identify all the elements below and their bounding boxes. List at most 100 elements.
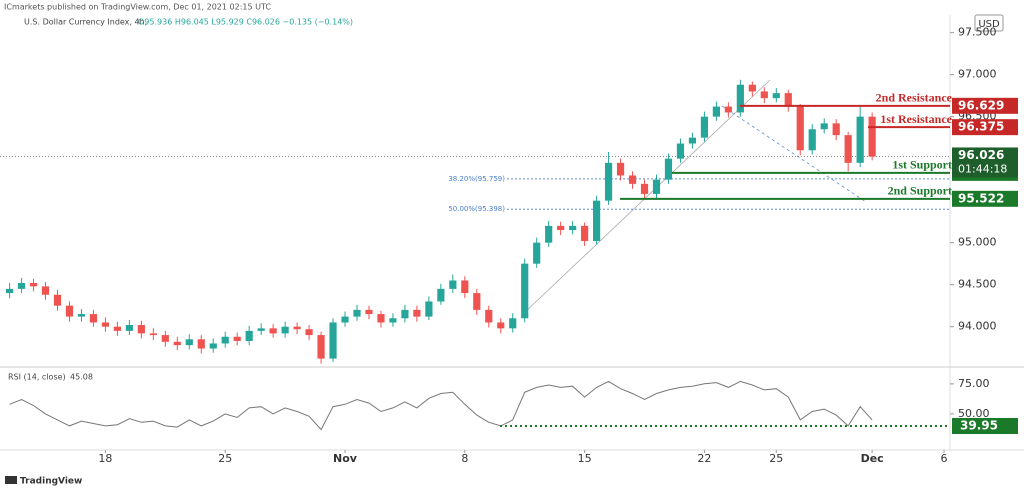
- x-tick-label: 15: [578, 452, 592, 465]
- candle-body: [676, 143, 685, 159]
- candle-body: [209, 343, 217, 349]
- candle-body: [233, 336, 241, 341]
- publisher-note: ICmarkets published on TradingView.com, …: [4, 3, 271, 12]
- candle-body: [868, 116, 876, 157]
- candle-body: [221, 336, 229, 344]
- level-tag: [952, 119, 1018, 136]
- candle-body: [712, 106, 720, 117]
- header-ohlc: O95.936 H96.045 L95.929 C96.026 −0.135 (…: [138, 18, 353, 27]
- candle-body: [700, 116, 709, 138]
- fib-trend-line: [721, 105, 867, 203]
- rsi-label: RSI (14, close): [8, 373, 66, 382]
- trend-line: [522, 79, 771, 315]
- candle-body: [772, 93, 780, 99]
- y-tick-label: 94.000: [958, 320, 997, 333]
- rsi-level-label: 39.95: [960, 419, 998, 433]
- candle-body: [5, 288, 14, 294]
- level-annotation: 1st Support: [892, 158, 952, 172]
- candle-body: [341, 316, 349, 323]
- current-price-tag: [952, 147, 1018, 178]
- candle-body: [245, 330, 253, 341]
- symbol-title: U.S. Dollar Currency Index, 4h,: [24, 18, 147, 27]
- currency: USD: [978, 19, 1000, 30]
- candle-body: [808, 129, 816, 151]
- candle-body: [113, 326, 121, 331]
- candle-body: [628, 175, 637, 184]
- x-tick-label: 25: [218, 452, 232, 465]
- candle-body: [652, 179, 661, 194]
- candle-body: [41, 286, 50, 295]
- candle-body: [197, 339, 205, 349]
- x-tick-label: 18: [98, 452, 112, 465]
- level-tag-label: 96.375: [958, 120, 1004, 134]
- x-tick-label: Nov: [333, 452, 358, 465]
- candle-body: [616, 162, 625, 176]
- y-tick-label: 97.000: [958, 68, 997, 81]
- candle-body: [53, 294, 62, 306]
- candle-body: [137, 324, 145, 334]
- y-tick-label: 94.500: [958, 278, 997, 291]
- y-tick-label: 95.000: [958, 236, 997, 249]
- candle-body: [593, 200, 601, 241]
- brand-logo: [5, 476, 17, 484]
- candle-body: [473, 293, 481, 310]
- candle-body: [29, 282, 38, 287]
- rsi-tick-label: 75.00: [958, 377, 990, 390]
- candle-body: [796, 106, 804, 151]
- candle-body: [784, 93, 792, 107]
- level-annotation: 2nd Support: [888, 184, 952, 198]
- candle-body: [329, 322, 337, 359]
- candle-body: [485, 309, 493, 323]
- candle-body: [389, 318, 397, 323]
- level-tag-label: 95.522: [958, 191, 1004, 205]
- candle-body: [401, 309, 409, 319]
- fib-label: 38.20%(95.759): [448, 175, 505, 183]
- x-tick-label: Dec: [861, 452, 884, 465]
- candle-body: [569, 225, 577, 231]
- x-tick-label: 6: [941, 452, 948, 465]
- candle-body: [856, 116, 864, 163]
- candle-body: [125, 324, 133, 331]
- candle-body: [820, 123, 828, 130]
- candle-body: [257, 328, 265, 331]
- candle-body: [173, 341, 181, 346]
- candle-body: [149, 333, 157, 336]
- candle-body: [161, 335, 169, 342]
- candle-body: [185, 339, 193, 346]
- level-tag: [952, 190, 1018, 207]
- brand: TradingView: [20, 477, 82, 487]
- candle-body: [365, 309, 373, 315]
- candle-body: [17, 282, 26, 289]
- candle-body: [65, 305, 74, 317]
- candle-body: [281, 326, 289, 334]
- candle-body: [293, 326, 301, 330]
- candle-body: [844, 135, 852, 163]
- candle-body: [461, 280, 469, 294]
- candle-body: [557, 225, 565, 231]
- x-tick-label: 25: [769, 452, 783, 465]
- rsi-line: [9, 380, 873, 431]
- candle-body: [724, 106, 732, 113]
- countdown: 01:44:18: [958, 162, 1007, 175]
- candle-body: [305, 329, 313, 336]
- candle-body: [521, 263, 529, 319]
- rsi-level-tag: [952, 418, 1018, 435]
- candle-body: [449, 280, 457, 289]
- candle-body: [545, 225, 553, 243]
- candle-body: [688, 137, 697, 144]
- current-price-label: 96.026: [958, 148, 1004, 162]
- candle-body: [377, 314, 385, 323]
- candle-body: [748, 84, 756, 92]
- rsi-tick-label: 50.00: [958, 407, 990, 420]
- level-tag: [952, 97, 1018, 114]
- x-tick-label: 22: [697, 452, 711, 465]
- candle-body: [533, 242, 541, 264]
- candle-body: [664, 158, 673, 180]
- x-tick-label: 8: [461, 452, 468, 465]
- candle-body: [317, 335, 325, 359]
- candle-body: [77, 314, 86, 317]
- currency-box: [974, 14, 1004, 32]
- level-tag-label: 96.629: [958, 98, 1004, 112]
- candle-body: [736, 84, 744, 113]
